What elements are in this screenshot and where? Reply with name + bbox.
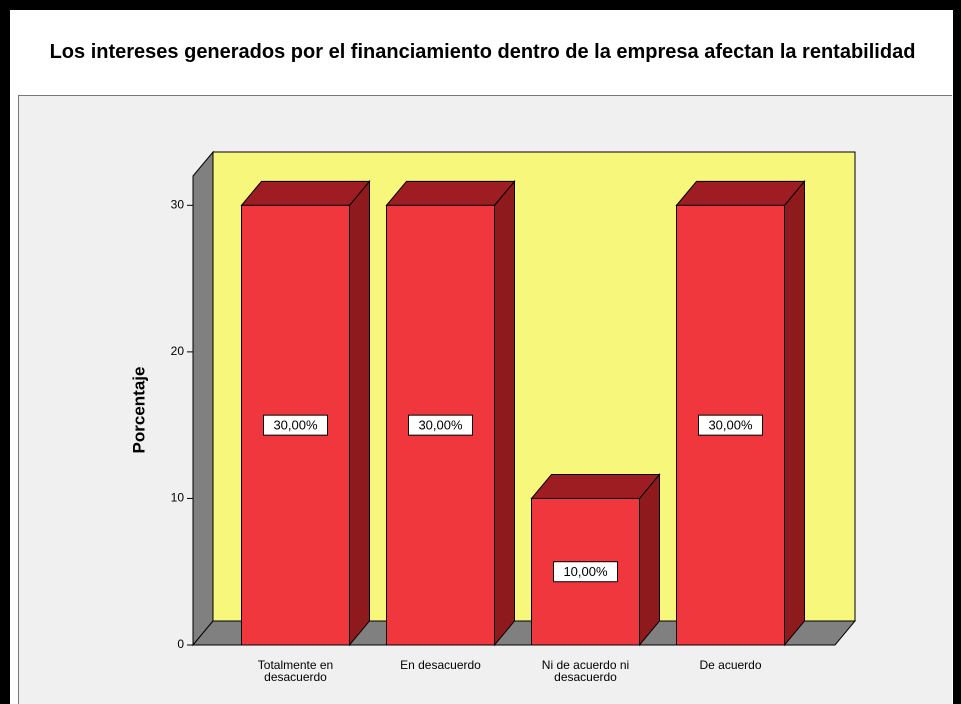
bar-side (349, 179, 370, 647)
bar-top (675, 180, 806, 206)
value-label: 30,00% (708, 418, 753, 433)
value-label-box (553, 561, 618, 583)
bar-side (494, 179, 515, 647)
x-tick-label: En desacuerdo (400, 658, 481, 672)
x-tick-label: Totalmente en desacuerdo (257, 658, 334, 684)
bar-top (385, 180, 516, 206)
value-label: 30,00% (418, 418, 463, 433)
value-label: 30,00% (273, 418, 318, 433)
y-tick-label: 10 (171, 491, 185, 505)
bar-top (530, 473, 661, 499)
side-wall (192, 150, 214, 647)
bar-side (784, 179, 805, 647)
y-tick-label: 20 (171, 344, 185, 358)
x-tick-label: Ni de acuerdo ni desacuerdo (541, 658, 630, 684)
bar-side (639, 473, 660, 647)
bar-top (240, 180, 371, 206)
y-tick-label: 30 (171, 197, 185, 211)
y-tick-label: 0 (177, 637, 184, 651)
value-label-box (698, 414, 763, 436)
x-tick-label: De acuerdo (699, 658, 762, 672)
value-label-box (263, 414, 328, 436)
value-label: 10,00% (563, 564, 608, 579)
y-axis-label: Porcentaje (129, 367, 148, 454)
value-label-box (408, 414, 473, 436)
chart-title: Los intereses generados por el financiam… (49, 41, 916, 63)
